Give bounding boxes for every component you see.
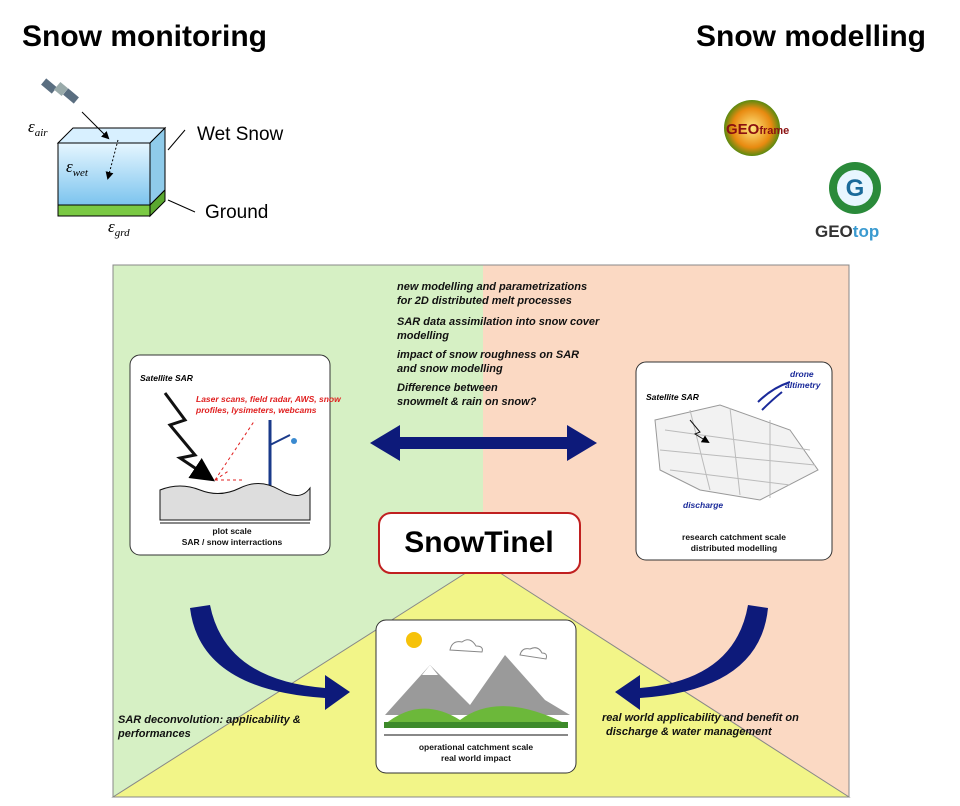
- eps-grd: εgrd: [108, 217, 130, 239]
- ground-label: Ground: [205, 202, 268, 223]
- drone-label: drone altimetry: [785, 369, 822, 390]
- left-curved-arrow: [190, 605, 350, 710]
- right-note: real world applicability and benefit on d…: [602, 712, 799, 738]
- svg-text:GEOtop: GEOtop: [815, 222, 879, 241]
- left-caption: plot scale SAR / snow interractions: [182, 526, 283, 547]
- satellite-label: Satellite SAR: [646, 392, 700, 402]
- discharge-label: discharge: [683, 500, 723, 510]
- right-box: Satellite SAR drone altimetry discharge r…: [635, 361, 833, 561]
- geotop-logo: G GEOtop: [815, 162, 881, 241]
- right-caption: research catchment scale distributed mode…: [682, 532, 786, 553]
- eps-air: εair: [28, 117, 48, 139]
- satellite-icon: [41, 78, 79, 104]
- left-title: Snow monitoring: [22, 20, 267, 53]
- svg-text:G: G: [846, 175, 865, 202]
- right-title: Snow modelling: [696, 20, 926, 53]
- instruments-label: Laser scans, field radar, AWS, snow profi…: [195, 394, 342, 415]
- svg-text:new modelling and parametrizat: new modelling and parametrizations for 2D…: [397, 281, 587, 307]
- svg-text:SAR data assimilation into sno: SAR data assimilation into snow cover mod…: [397, 316, 600, 342]
- bottom-box: operational catchment scale real world im…: [375, 619, 577, 774]
- left-note: SAR deconvolution: applicability & perfor…: [117, 714, 301, 740]
- svg-text:impact of snow roughness on SA: impact of snow roughness on SAR and snow …: [397, 349, 579, 375]
- title-box: [378, 512, 581, 574]
- bottom-caption: operational catchment scale real world im…: [419, 742, 534, 763]
- center-notes: new modelling and parametrizations for 2D…: [397, 281, 600, 408]
- double-arrow: [370, 425, 597, 461]
- eps-wet: εwet: [66, 157, 89, 179]
- satellite-label: Satellite SAR: [140, 373, 194, 383]
- right-curved-arrow: [615, 605, 768, 710]
- wet-snow-label: Wet Snow: [197, 124, 284, 145]
- center-title: SnowTinel: [404, 526, 553, 559]
- geoframe-logo: GEOframe: [724, 100, 789, 156]
- svg-text:GEOframe: GEOframe: [726, 121, 789, 138]
- left-box: Satellite SAR Laser scans, field radar, …: [129, 354, 342, 556]
- snow-cube: [56, 111, 196, 218]
